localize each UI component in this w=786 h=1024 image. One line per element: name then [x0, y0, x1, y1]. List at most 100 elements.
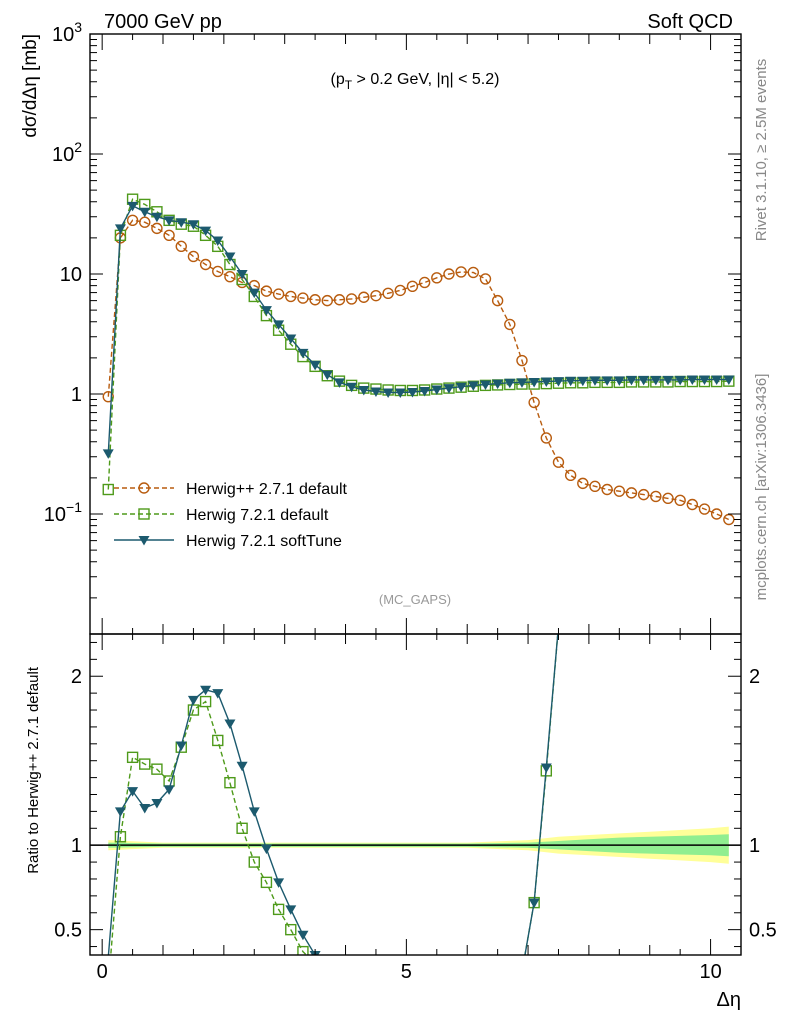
ratio-y-axis-label: Ratio to Herwig++ 2.7.1 default	[25, 666, 42, 874]
data-point	[127, 201, 139, 212]
ratio-frame	[89, 633, 742, 956]
data-point	[698, 503, 711, 515]
y-tick-label: 10	[60, 264, 82, 286]
data-point	[565, 376, 577, 387]
data-point	[285, 334, 297, 345]
data-point	[102, 449, 114, 459]
data-point	[345, 293, 358, 305]
data-point	[674, 375, 686, 386]
data-point	[224, 270, 236, 283]
data-point	[102, 483, 114, 496]
x-tick-label: 10	[699, 961, 721, 983]
data-point	[309, 360, 321, 371]
data-point	[613, 376, 625, 386]
ratio-line-0	[110, 700, 308, 955]
data-point	[297, 292, 309, 304]
ratio-point	[236, 761, 248, 772]
ratio-point	[212, 734, 224, 747]
legend: Herwig++ 2.7.1 default Herwig 7.2.1 defau…	[114, 481, 348, 550]
ratio-point	[297, 945, 309, 955]
data-point	[504, 378, 516, 389]
data-point	[467, 381, 479, 391]
data-point	[358, 385, 370, 396]
data-point	[638, 375, 650, 386]
data-point	[406, 280, 419, 292]
data-point	[710, 508, 723, 520]
data-point	[260, 285, 273, 297]
ratio-y-tick-label-right: 1	[749, 835, 760, 857]
ratio-point	[297, 930, 309, 941]
data-point	[309, 294, 321, 306]
data-point	[260, 306, 272, 316]
ratio-uncertainty-band	[90, 826, 741, 864]
legend-marker	[138, 508, 150, 520]
ratio-point	[285, 923, 297, 936]
ratio-point	[236, 822, 248, 834]
data-point	[321, 370, 333, 381]
y-tick-label: 102	[52, 139, 82, 166]
data-point	[187, 220, 199, 230]
ratio-axes: 0.5 0.5 1 1 2 2 0 5 10	[54, 633, 777, 983]
data-point	[273, 320, 285, 330]
header-right-label: Soft QCD	[647, 11, 733, 33]
data-point	[516, 354, 528, 367]
data-point	[248, 288, 260, 299]
data-point	[406, 387, 418, 398]
data-point	[333, 378, 345, 388]
ratio-point	[163, 785, 175, 795]
data-point	[564, 469, 577, 482]
ratio-point	[540, 763, 552, 773]
y-tick-label: 1	[71, 384, 82, 406]
data-point	[625, 375, 637, 386]
ratio-point	[248, 856, 260, 868]
data-point	[431, 385, 443, 396]
data-point	[455, 266, 467, 278]
data-point	[212, 265, 224, 278]
data-point	[491, 294, 504, 307]
data-point	[418, 276, 431, 289]
data-point	[686, 498, 699, 511]
series-line-0	[107, 219, 730, 521]
main-y-axis-label: dσ/dΔη [mb]	[20, 34, 41, 138]
legend-label: Herwig++ 2.7.1 default	[186, 481, 348, 498]
data-point	[333, 294, 346, 306]
data-point	[236, 270, 248, 280]
ratio-line-0	[524, 634, 559, 955]
data-point	[443, 268, 455, 280]
ratio-panel: 0.5 0.5 1 1 2 2 0 5 10	[54, 633, 777, 983]
ratio-point	[199, 695, 212, 708]
ratio-point	[273, 878, 285, 888]
ratio-y-tick-label-right: 0.5	[749, 920, 777, 942]
data-point	[419, 386, 431, 397]
data-point	[625, 487, 638, 499]
data-point	[528, 396, 540, 409]
data-point	[272, 288, 285, 300]
y-tick-label: 10−1	[44, 499, 82, 526]
data-point	[637, 488, 650, 501]
ratio-line-1	[107, 689, 316, 955]
data-point	[601, 483, 613, 496]
data-point	[528, 377, 540, 388]
ratio-point	[260, 876, 273, 889]
header-left-label: 7000 GeV pp	[104, 11, 222, 33]
data-point	[151, 212, 163, 223]
data-point	[370, 387, 382, 397]
ratio-y-tick-label: 1	[71, 835, 82, 857]
side-text-top: Rivet 3.1.10, ≥ 2.5M events	[753, 59, 770, 242]
data-point	[212, 236, 224, 247]
ratio-point	[114, 807, 126, 817]
series-line-2	[107, 204, 729, 454]
data-point	[479, 273, 492, 285]
cut-label: (pT > 0.2 GeV, |η| < 5.2)	[331, 71, 500, 92]
data-point	[114, 224, 126, 234]
ratio-point	[260, 844, 272, 855]
data-point	[175, 218, 187, 228]
data-point	[711, 375, 723, 386]
main-axes: 10−1 1 10 102 103	[44, 19, 742, 635]
data-point	[224, 252, 236, 262]
ratio-point	[224, 719, 236, 730]
data-point	[698, 375, 710, 386]
data-point	[723, 375, 735, 386]
ratio-point	[139, 804, 151, 814]
legend-marker	[138, 482, 150, 494]
